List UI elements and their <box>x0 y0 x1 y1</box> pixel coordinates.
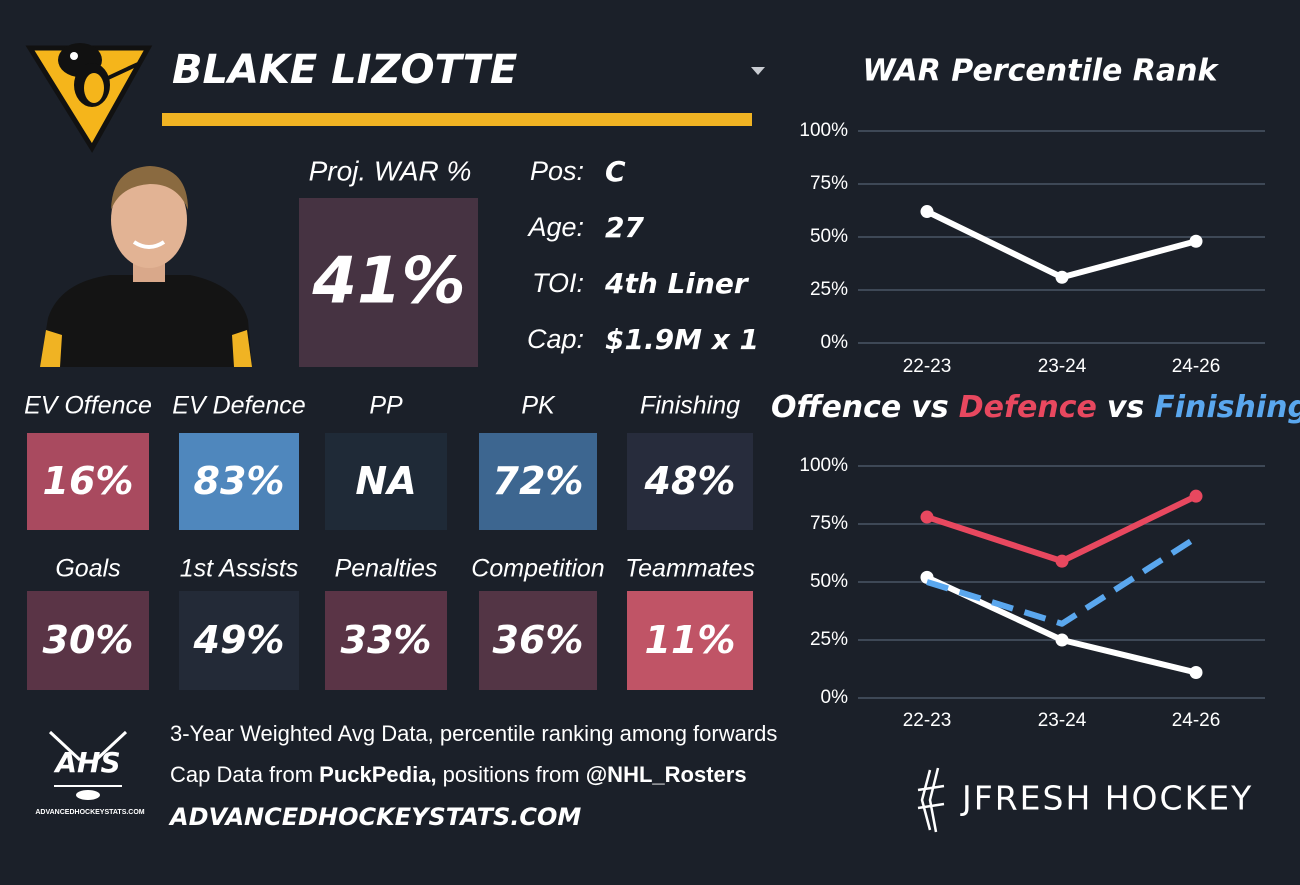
series-point <box>1189 234 1203 248</box>
info-label: Age: <box>526 212 584 242</box>
x-tick-label: 23-24 <box>1038 710 1087 731</box>
footer-website[interactable]: ADVANCEDHOCKEYSTATS.COM <box>168 803 581 831</box>
y-tick-label: 25% <box>810 279 848 300</box>
info-label: TOI: <box>532 268 584 298</box>
tile-value: 83% <box>194 459 285 503</box>
tile-label: Teammates <box>625 555 755 583</box>
series-point <box>920 205 934 219</box>
chart-title-joiner: vs <box>911 390 948 425</box>
tile-value: 49% <box>193 618 285 662</box>
tile-label: Competition <box>471 555 604 583</box>
series-point <box>1055 554 1069 568</box>
tile-box <box>27 591 149 690</box>
legend-entry: Defence <box>959 390 1097 425</box>
tile-box <box>325 591 447 690</box>
tile-value: 72% <box>493 459 584 503</box>
legend-entry: Offence <box>771 390 901 425</box>
x-tick-label: 22-23 <box>903 356 952 377</box>
tile-label: PP <box>369 392 403 420</box>
chart-title: Offence vs Defence vs Finishing <box>771 390 1300 425</box>
player-photo <box>40 166 252 367</box>
y-tick-label: 75% <box>810 173 848 194</box>
tile-value: 11% <box>645 618 736 662</box>
footer-line2: Cap Data from PuckPedia, positions from … <box>170 762 747 787</box>
name-underline <box>162 113 752 126</box>
x-tick-label: 24-26 <box>1172 710 1221 731</box>
tile-value: 30% <box>43 618 134 662</box>
tile-box <box>27 433 149 530</box>
series-point <box>1055 633 1069 647</box>
footer-line2-part: positions from <box>437 762 586 787</box>
x-tick-label: 23-24 <box>1038 356 1087 377</box>
player-name: BLAKE LIZOTTE <box>172 47 517 93</box>
y-tick-label: 0% <box>821 687 849 708</box>
info-value: C <box>605 155 626 188</box>
tile-box <box>479 433 597 530</box>
series-point <box>1055 270 1069 284</box>
tile-box <box>627 591 753 690</box>
series-point <box>1189 489 1203 503</box>
tile-box <box>479 591 597 690</box>
proj-war-value: 41% <box>311 245 465 319</box>
brand-name: JFRESH HOCKEY <box>960 779 1253 818</box>
player-info: Pos: C Age: 27 TOI: 4th Liner Cap: $1.9M x 1 <box>526 155 759 356</box>
ahs-logo: AHS ADVANCEDHOCKEYSTATS.COM <box>35 730 145 816</box>
brand-logo <box>917 767 945 833</box>
tile-label: Finishing <box>640 392 740 420</box>
info-value: 4th Liner <box>604 267 750 300</box>
tile-value: NA <box>355 459 416 503</box>
series-line <box>926 535 1198 627</box>
y-tick-label: 50% <box>810 226 848 247</box>
info-value: $1.9M x 1 <box>605 323 759 356</box>
info-label: Cap: <box>527 324 584 354</box>
stat-tiles: EV Offence 16% EV Defence 83% PP NA PK 72% Finis… <box>24 392 755 690</box>
dropdown-caret[interactable] <box>751 67 765 75</box>
proj-war-box <box>299 198 478 367</box>
legend-entry: Finishing <box>1154 390 1300 425</box>
team-logo <box>25 43 153 153</box>
y-tick-label: 50% <box>810 571 848 592</box>
x-tick-label: 22-23 <box>903 710 952 731</box>
tile-value: 48% <box>644 459 736 503</box>
tile-label: EV Offence <box>24 392 152 420</box>
series-point <box>920 510 934 524</box>
info-label: Pos: <box>530 156 584 186</box>
tile-label: EV Defence <box>172 392 305 420</box>
y-tick-label: 100% <box>799 455 848 476</box>
tile-label: 1st Assists <box>180 555 299 583</box>
y-tick-label: 75% <box>810 513 848 534</box>
ahs-logo-text: AHS <box>53 746 120 779</box>
tile-label: PK <box>521 392 556 420</box>
y-tick-label: 100% <box>799 120 848 141</box>
tile-box <box>179 591 299 690</box>
tile-value: 33% <box>341 618 432 662</box>
footer-line2-part: PuckPedia, <box>319 762 436 787</box>
x-tick-label: 24-26 <box>1172 356 1221 377</box>
tile-label: Goals <box>55 555 120 583</box>
footer-line2-part: Cap Data from <box>170 762 319 787</box>
tile-value: 16% <box>43 459 134 503</box>
ahs-logo-caption: ADVANCEDHOCKEYSTATS.COM <box>35 809 144 816</box>
footer-line2-part: @NHL_Rosters <box>586 762 747 787</box>
series-point <box>1189 665 1203 679</box>
info-value: 27 <box>605 211 644 244</box>
chart-title-joiner: vs <box>1107 390 1144 425</box>
chart-title: WAR Percentile Rank <box>863 54 1220 89</box>
proj-war-label: Proj. WAR % <box>309 155 472 186</box>
charts: 0% 25% 50% 75% 100% 22-23 23-24 24-26 WAR Percen… <box>771 54 1300 732</box>
tile-box <box>627 433 753 530</box>
y-tick-label: 25% <box>810 629 848 650</box>
tile-box <box>325 433 447 530</box>
footer-line1: 3-Year Weighted Avg Data, percentile ran… <box>170 721 777 746</box>
tile-value: 36% <box>493 618 584 662</box>
tile-label: Penalties <box>335 555 438 583</box>
tile-box <box>179 433 299 530</box>
y-tick-label: 0% <box>821 332 849 353</box>
